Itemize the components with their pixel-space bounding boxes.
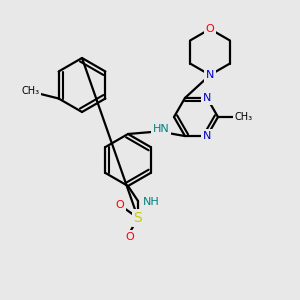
Text: N: N (203, 93, 211, 103)
Text: N: N (203, 131, 211, 141)
Text: HN: HN (153, 124, 169, 134)
Text: S: S (134, 211, 142, 225)
Text: CH₃: CH₃ (22, 86, 40, 97)
Text: O: O (116, 200, 124, 210)
Text: O: O (126, 232, 134, 242)
Text: NH: NH (142, 197, 159, 207)
Text: N: N (206, 70, 214, 80)
Text: CH₃: CH₃ (235, 112, 253, 122)
Text: O: O (206, 24, 214, 34)
